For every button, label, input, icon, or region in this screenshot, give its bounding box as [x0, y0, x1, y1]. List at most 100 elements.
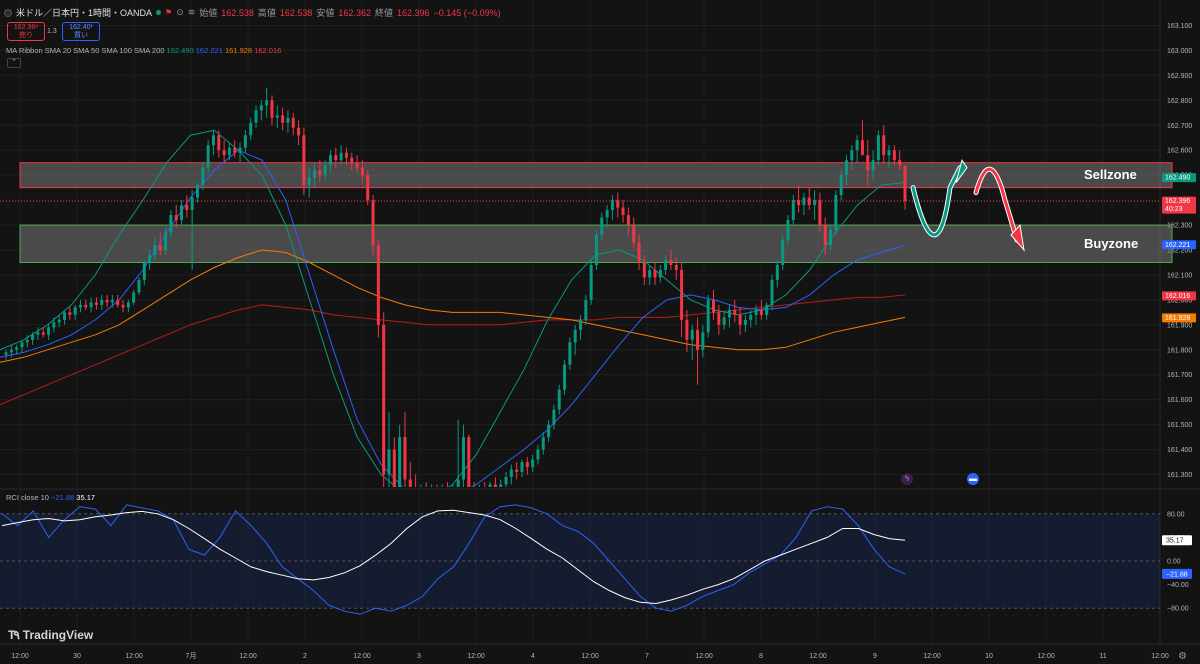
- candle-body: [238, 147, 242, 153]
- candle-body: [31, 334, 35, 340]
- time-tick-label: 12:00: [11, 653, 29, 660]
- candle-body: [233, 147, 237, 153]
- rci-slow-line: [1, 509, 906, 605]
- candle-body: [387, 449, 391, 475]
- rci-badge: [1162, 535, 1192, 546]
- symbol-header: 米ドル／日本円・1時間・OANDA ⚑ ⊙ ≋ 始値 162.538 高値 16…: [4, 6, 501, 19]
- time-tick-label: 12:00: [239, 653, 257, 660]
- candle-body: [169, 215, 173, 233]
- candle-body: [504, 477, 508, 485]
- candle-body: [781, 240, 785, 265]
- candle-body: [818, 200, 822, 226]
- open-value: 162.538: [221, 7, 254, 18]
- ma-value-2: 162.221: [195, 46, 223, 55]
- candle-body: [648, 269, 652, 278]
- candle-body: [733, 309, 737, 315]
- candle-body: [743, 319, 747, 325]
- high-label: 高値: [257, 8, 276, 18]
- candle-body: [286, 117, 290, 123]
- flag-event-icon[interactable]: ▬: [967, 473, 979, 485]
- candle-body: [110, 299, 114, 303]
- tradingview-logo[interactable]: T٩ TradingView: [8, 628, 93, 642]
- candle-body: [770, 279, 774, 305]
- price-tick-label: 162.100: [1167, 272, 1192, 279]
- symbol-title[interactable]: 米ドル／日本円・1時間・OANDA: [16, 8, 153, 18]
- candle-body: [73, 307, 77, 315]
- time-tick-label: 2: [303, 653, 307, 660]
- candle-body: [722, 317, 726, 325]
- candle-body: [493, 484, 497, 487]
- candle-body: [563, 364, 567, 390]
- candle-body: [41, 332, 45, 335]
- sell-button[interactable]: 162.38⁸ 売り: [7, 22, 45, 41]
- lightning-event-icon[interactable]: ϟ: [901, 473, 913, 485]
- candle-body: [642, 262, 646, 278]
- open-label: 始値: [199, 8, 218, 18]
- projection-down-path: [974, 167, 1019, 242]
- buyzone-label: Buyzone: [1084, 236, 1139, 251]
- candle-body: [844, 160, 848, 176]
- candle-body: [797, 200, 801, 206]
- sell-label: 売り: [19, 32, 33, 39]
- flag-icon[interactable]: ⚑: [165, 8, 173, 17]
- price-badge-label: 40:23: [1165, 206, 1183, 213]
- rci-name: RCI close 10: [6, 493, 49, 502]
- collapse-legend-button[interactable]: ⌃: [7, 58, 21, 68]
- price-tick-label: 162.700: [1167, 123, 1192, 130]
- candle-body: [898, 160, 902, 166]
- buy-button[interactable]: 162.40¹ 買い: [62, 22, 100, 41]
- candle-body: [350, 157, 354, 163]
- candle-body: [541, 437, 545, 450]
- candle-body: [749, 314, 753, 320]
- tradingview-mark-icon: T٩: [8, 628, 22, 642]
- candle-body: [47, 327, 51, 335]
- candle-body: [57, 319, 61, 323]
- candle-body: [334, 155, 338, 161]
- candle-body: [4, 352, 8, 355]
- candle-body: [632, 225, 636, 243]
- candle-body: [711, 299, 715, 313]
- candle-body: [637, 242, 641, 263]
- candle-body: [813, 200, 817, 206]
- candle-body: [36, 332, 40, 335]
- price-tick-label: 162.900: [1167, 73, 1192, 80]
- eye-icon[interactable]: ⊙: [176, 7, 184, 17]
- low-value: 162.362: [338, 7, 371, 18]
- candle-body: [552, 409, 556, 425]
- sell-price: 162.38⁸: [13, 24, 39, 31]
- candle-body: [834, 195, 838, 231]
- chevron-up-icon: ⌃: [11, 59, 17, 66]
- price-badge: [1162, 291, 1196, 301]
- candle-body: [158, 245, 162, 250]
- time-tick-label: 7月: [186, 652, 197, 660]
- candle-body: [573, 329, 577, 343]
- rci-legend[interactable]: RCI close 10 −21.88 35.17: [6, 493, 95, 502]
- price-tick-label: 163.100: [1167, 23, 1192, 30]
- candle-body: [706, 299, 710, 333]
- candle-body: [371, 200, 375, 246]
- ma-ribbon-legend[interactable]: MA Ribbon SMA 20 SMA 50 SMA 100 SMA 200 …: [6, 46, 281, 55]
- waves-icon[interactable]: ≋: [187, 7, 196, 17]
- settings-gear-icon[interactable]: ⚙: [1178, 651, 1187, 662]
- candle-body: [584, 299, 588, 320]
- candle-body: [509, 469, 513, 478]
- candle-body: [520, 462, 524, 473]
- rci-value-2: 35.17: [76, 493, 96, 502]
- candle-body: [674, 264, 678, 270]
- rci-tick-label: −80.00: [1167, 606, 1189, 613]
- time-tick-label: 10: [985, 653, 993, 660]
- time-tick-label: 4: [531, 653, 535, 660]
- price-tick-label: 161.900: [1167, 322, 1192, 329]
- close-label: 終値: [374, 8, 393, 18]
- candle-body: [515, 469, 519, 473]
- time-tick-label: 9: [873, 653, 877, 660]
- candle-body: [765, 304, 769, 315]
- price-badge: [1162, 173, 1196, 183]
- time-tick-label: 8: [759, 653, 763, 660]
- candle-body: [222, 150, 226, 156]
- candle-body: [786, 220, 790, 241]
- candle-body: [259, 105, 263, 111]
- price-tick-label: 161.400: [1167, 447, 1192, 454]
